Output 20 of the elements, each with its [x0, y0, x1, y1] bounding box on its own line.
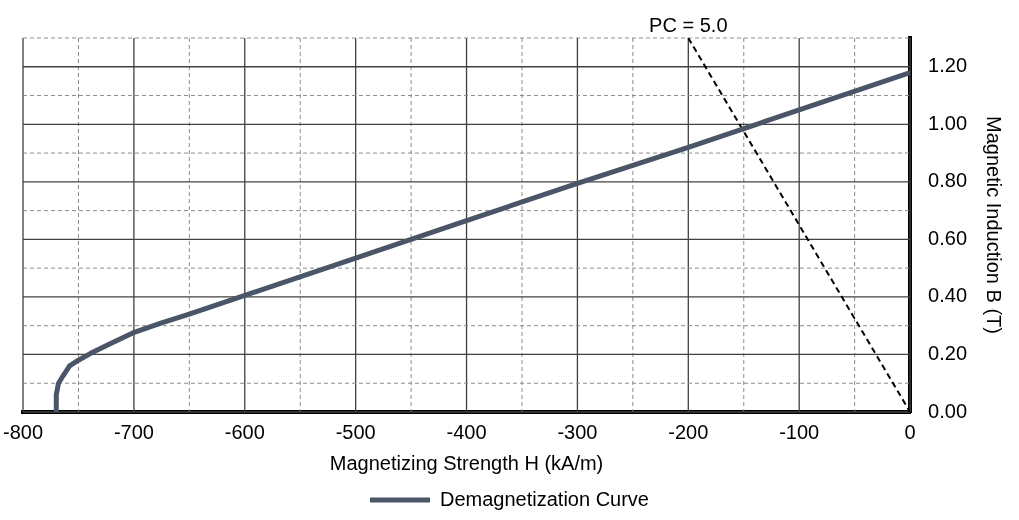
y-tick-label: 0.40 [928, 284, 968, 307]
x-tick-label: -600 [224, 420, 265, 443]
x-tick-label: 0 [904, 420, 916, 443]
y-axis-title: Magnetic Induction B (T) [983, 116, 1006, 334]
x-tick-label: -700 [113, 420, 154, 443]
x-tick-label: -100 [779, 420, 820, 443]
annotation: PC = 5.0 [649, 13, 728, 36]
y-tick-label: 0.00 [928, 399, 968, 422]
x-tick-label: -400 [446, 420, 487, 443]
legend-label: Demagnetization Curve [440, 487, 649, 510]
x-tick-label: -200 [668, 420, 709, 443]
x-tick-label: -500 [335, 420, 376, 443]
y-tick-label: 0.20 [928, 341, 968, 364]
x-axis-title: Magnetizing Strength H (kA/m) [329, 451, 604, 474]
x-tick-label: -800 [3, 420, 44, 443]
y-tick-label: 1.00 [928, 111, 968, 134]
y-tick-label: 1.20 [928, 54, 968, 77]
y-tick-label: 0.80 [928, 169, 968, 192]
y-tick-label: 0.60 [928, 226, 968, 249]
x-tick-label: -300 [557, 420, 598, 443]
